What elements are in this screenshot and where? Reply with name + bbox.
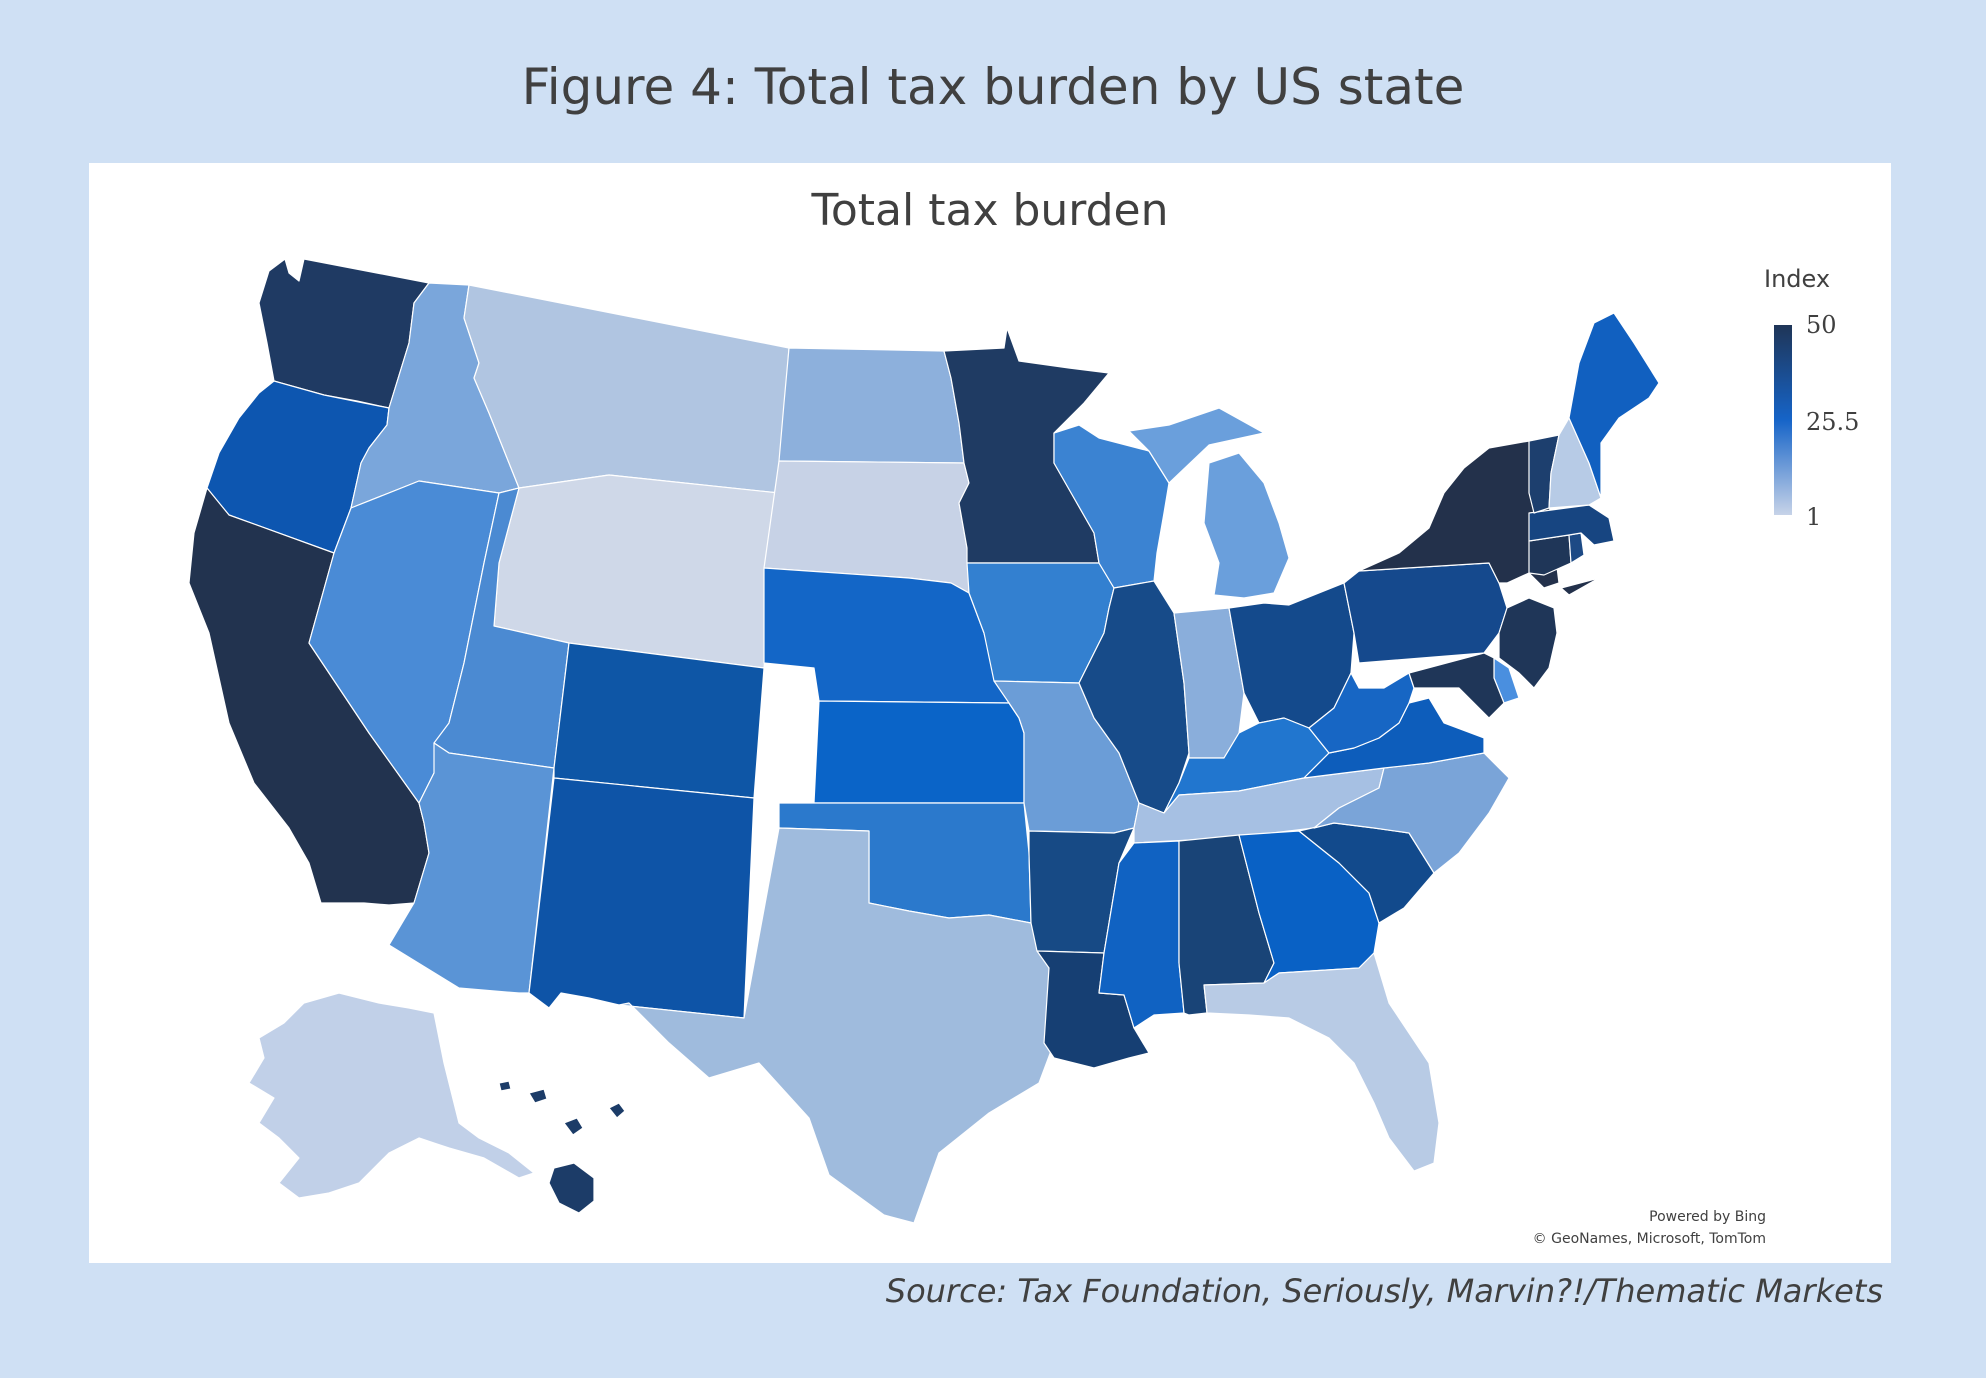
state-mt[interactable] xyxy=(463,284,790,494)
us-choropleth-map xyxy=(188,258,1660,1224)
state-ak[interactable] xyxy=(248,992,535,1199)
state-ct[interactable] xyxy=(1528,534,1572,576)
state-nc[interactable] xyxy=(1313,752,1510,874)
legend-color-scale xyxy=(1774,325,1792,515)
state-fl[interactable] xyxy=(1203,952,1440,1172)
state-ma[interactable] xyxy=(1528,504,1615,546)
state-nm[interactable] xyxy=(528,777,755,1019)
legend-min-label: 1 xyxy=(1806,503,1822,531)
state-hi[interactable] xyxy=(498,1080,626,1214)
legend-mid-label: 25.5 xyxy=(1806,408,1860,436)
state-pa[interactable] xyxy=(1343,562,1508,664)
figure-title: Figure 4: Total tax burden by US state xyxy=(521,58,1465,116)
state-md[interactable] xyxy=(1408,652,1505,719)
state-nd[interactable] xyxy=(778,347,965,464)
map-title: Total tax burden xyxy=(811,185,1169,236)
copyright-text: © GeoNames, Microsoft, TomTom xyxy=(1532,1231,1766,1247)
state-tx[interactable] xyxy=(618,827,1055,1224)
state-co[interactable] xyxy=(553,642,765,799)
source-note: Source: Tax Foundation, Seriously, Marvi… xyxy=(885,1272,1883,1310)
state-nj[interactable] xyxy=(1498,597,1558,689)
state-ri[interactable] xyxy=(1568,532,1585,564)
state-me[interactable] xyxy=(1568,312,1660,499)
legend-max-label: 50 xyxy=(1806,311,1837,339)
legend-title: Index xyxy=(1764,265,1831,293)
legend: Index 50 25.5 1 xyxy=(1764,265,1874,531)
powered-by-text: Powered by Bing xyxy=(1649,1209,1766,1225)
state-ks[interactable] xyxy=(813,700,1025,804)
state-mi[interactable] xyxy=(1128,407,1290,599)
map-panel: Total tax burden xyxy=(89,163,1891,1263)
state-wi[interactable] xyxy=(1053,424,1170,589)
